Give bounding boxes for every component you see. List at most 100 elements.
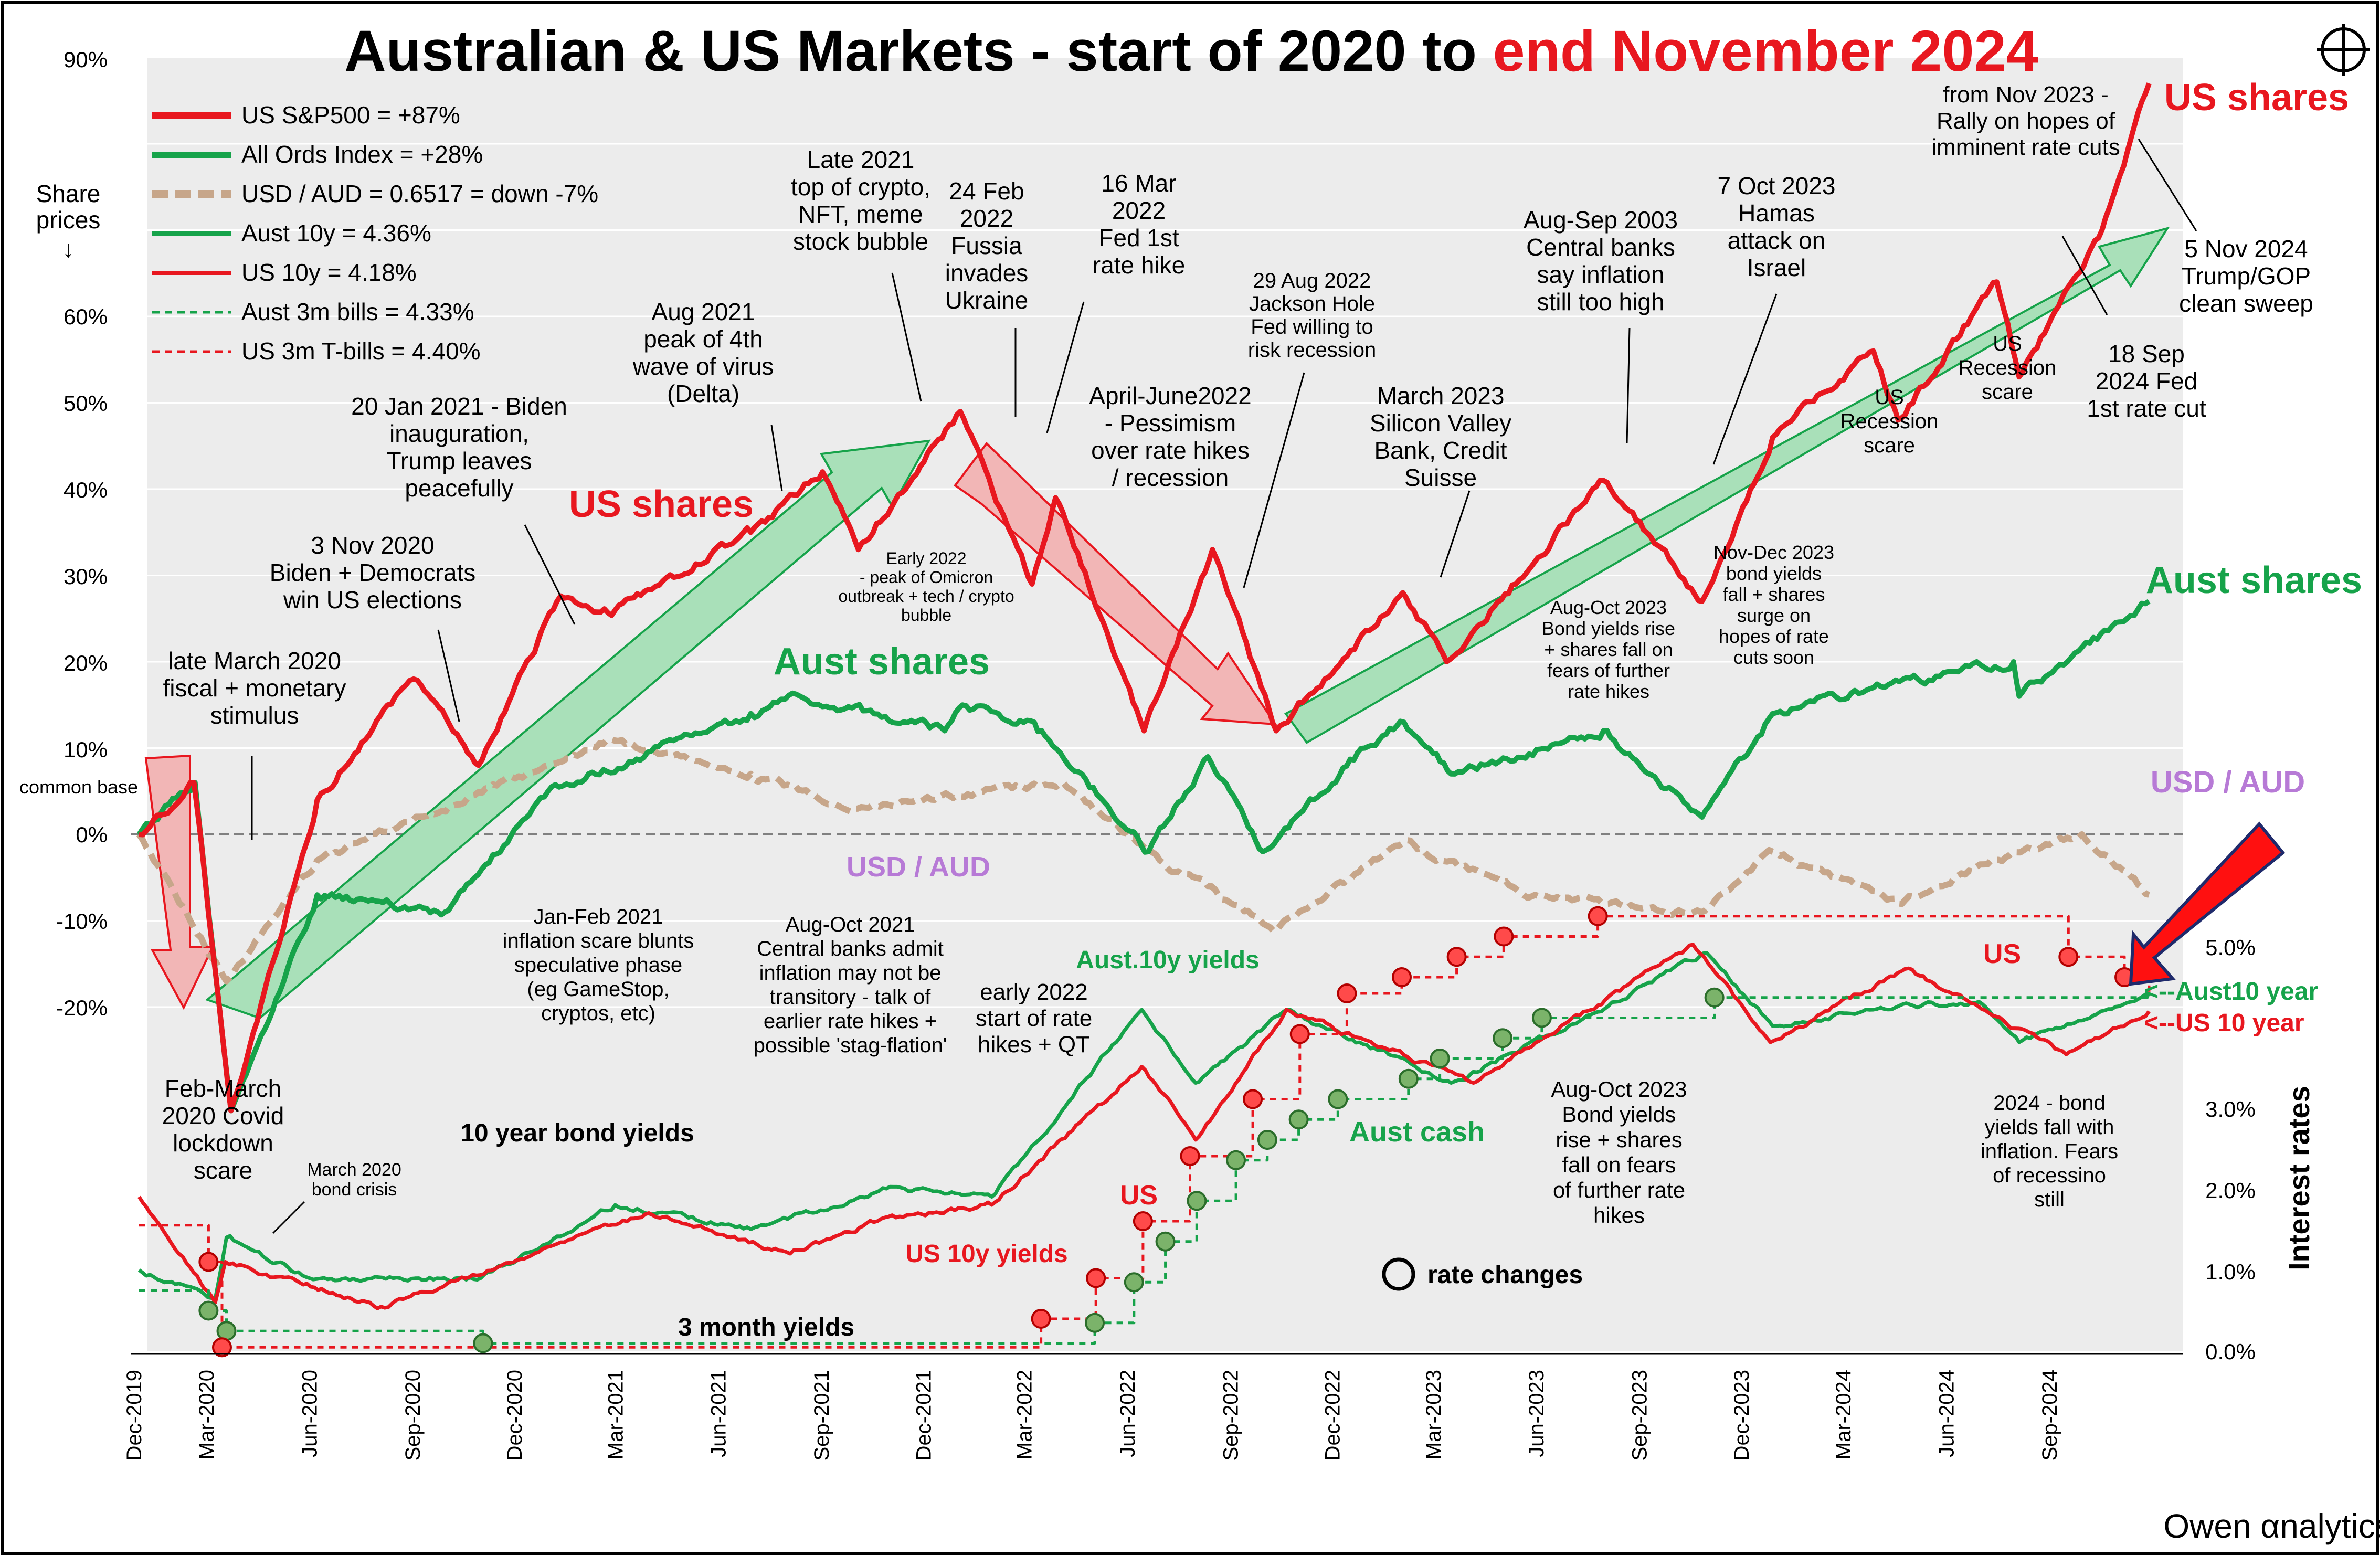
annotation-line: Feb-March [165,1075,281,1102]
pointer-biden-inaug [524,524,576,625]
annotation-line: win US elections [283,586,462,613]
annotation-line: peak of 4th [643,325,763,353]
annotation-line: Trump leaves [387,447,532,474]
annotation-line: 1st rate cut [2087,395,2206,422]
gridlines [147,57,2183,1008]
us-rate-change-marker [1446,947,1467,967]
us-rate-change-marker [1494,926,1514,947]
legend-entry: Aust 3m bills = 4.33% [241,298,474,325]
right-axis: 5.0% 3.0% 2.0% 1.0% 0.0% Interest rates [2205,935,2315,1364]
us-rate-change-marker [2058,947,2079,967]
label-rate-changes: rate changes [1427,1261,1583,1289]
label-us-rates: US [1983,939,2021,969]
x-tick-label: Jun-2023 [1525,1370,1548,1457]
x-tick-label: Dec-2022 [1321,1370,1345,1460]
label-us10-year-pointer: <--US 10 year [2144,1009,2304,1037]
annotation-line: bond yields [1726,563,1822,584]
right-tick-label: 3.0% [2205,1097,2256,1121]
annotation-line: fears of further [1547,660,1670,681]
us-rate-change-marker [1243,1089,1263,1109]
annotation-line: / recession [1112,464,1229,491]
annotation-line: earlier rate hikes + [764,1010,937,1033]
us-rate-change-marker [1392,967,1412,987]
annotation-line: Trump/GOP [2182,262,2311,290]
label-us-shares-mid: US shares [569,483,754,525]
pointer-biden-elect [437,629,460,722]
aust-rate-change-marker [1257,1130,1277,1150]
annotation-line: invades [945,259,1029,287]
annotation-line: bubble [901,606,951,624]
pointer-hamas [1712,293,1778,465]
annotation-line: March 2020 [307,1160,401,1180]
pointer-fedcut [2061,236,2108,315]
aust-rate-change-marker [1398,1068,1419,1089]
left-tick-label: 20% [64,651,108,675]
annotation-line: rise + shares [1556,1127,1683,1152]
annotation-line: 24 Feb [949,177,1024,205]
annotation-line: 2022 [1112,197,1166,224]
annotation-line: hikes + QT [978,1032,1090,1057]
rate-change-markers [198,906,2135,1358]
right-tick-label: 0.0% [2205,1339,2256,1364]
annotation-line: risk recession [1248,338,1377,362]
annotation-line: 5 Nov 2024 [2184,235,2308,262]
annotation-line: - Pessimism [1105,409,1236,437]
annotation-line: stock bubble [793,228,928,255]
left-tick-label: 40% [64,478,108,502]
label-us-10y: US 10y yields [905,1240,1068,1268]
x-tick-label: Sep-2023 [1628,1370,1652,1460]
aust-rate-change-marker [1155,1231,1176,1252]
x-tick-label: Sep-2021 [810,1370,833,1460]
label-us-3m: US [1120,1180,1158,1211]
pointer-fed [1046,301,1085,433]
pointer-trump [2138,139,2197,231]
pointer-cb [1626,327,1631,444]
label-10-year-yields: 10 year bond yields [460,1119,694,1147]
aust-rate-change-marker [1704,987,1725,1008]
pointer-jackson [1243,372,1305,588]
plot-area [147,58,2183,1351]
legend-entry: US S&P500 = +87% [241,101,460,129]
legend-entry: Aust 10y = 4.36% [241,219,431,247]
annotation-line: hopes of rate [1719,626,1829,647]
x-tick-label: Jun-2020 [299,1370,322,1457]
big-red-arrow-icon [2129,821,2286,986]
annotation-line: Recession [1840,410,1939,433]
x-tick-label: Sep-2020 [401,1370,425,1460]
x-tick-label: Dec-2020 [503,1370,526,1460]
annotation-line: 18 Sep [2108,340,2185,367]
annotation-line: Fed 1st [1098,224,1179,251]
annotation-line: 16 Mar [1101,170,1176,197]
annotation-line: Hamas [1738,199,1815,227]
left-axis-label-line: ↓ [62,235,75,262]
x-tick-label: Mar-2020 [195,1370,218,1459]
annotation-line: 20 Jan 2021 - Biden [351,393,567,420]
series-all-ords [136,599,2151,1114]
annotation-line: surge on [1737,605,1811,626]
label-aust-cash: Aust cash [1349,1116,1485,1148]
annotation-line: US [1993,332,2022,355]
x-tick-label: Dec-2023 [1730,1370,1753,1460]
aust-rate-change-marker [1124,1272,1144,1293]
x-tick-label: Mar-2023 [1422,1370,1445,1459]
legend-entry: USD / AUD = 0.6517 = down -7% [241,180,598,207]
label-aust-10y: Aust.10y yields [1076,946,1260,974]
right-tick-label: 2.0% [2205,1178,2256,1203]
annotation-line: over rate hikes [1091,437,1250,464]
annotation-line: Central banks [1526,234,1675,261]
annotation-line: rate hikes [1568,681,1649,702]
us-rate-change-marker [198,1252,219,1272]
us-rate-change-marker [1180,1146,1200,1166]
annotation-line: of recessino [1993,1164,2106,1187]
aust-rate-change-marker [1187,1191,1207,1211]
x-tick-label: Sep-2024 [2038,1370,2061,1460]
annotation-line: Bond yields [1562,1102,1676,1127]
